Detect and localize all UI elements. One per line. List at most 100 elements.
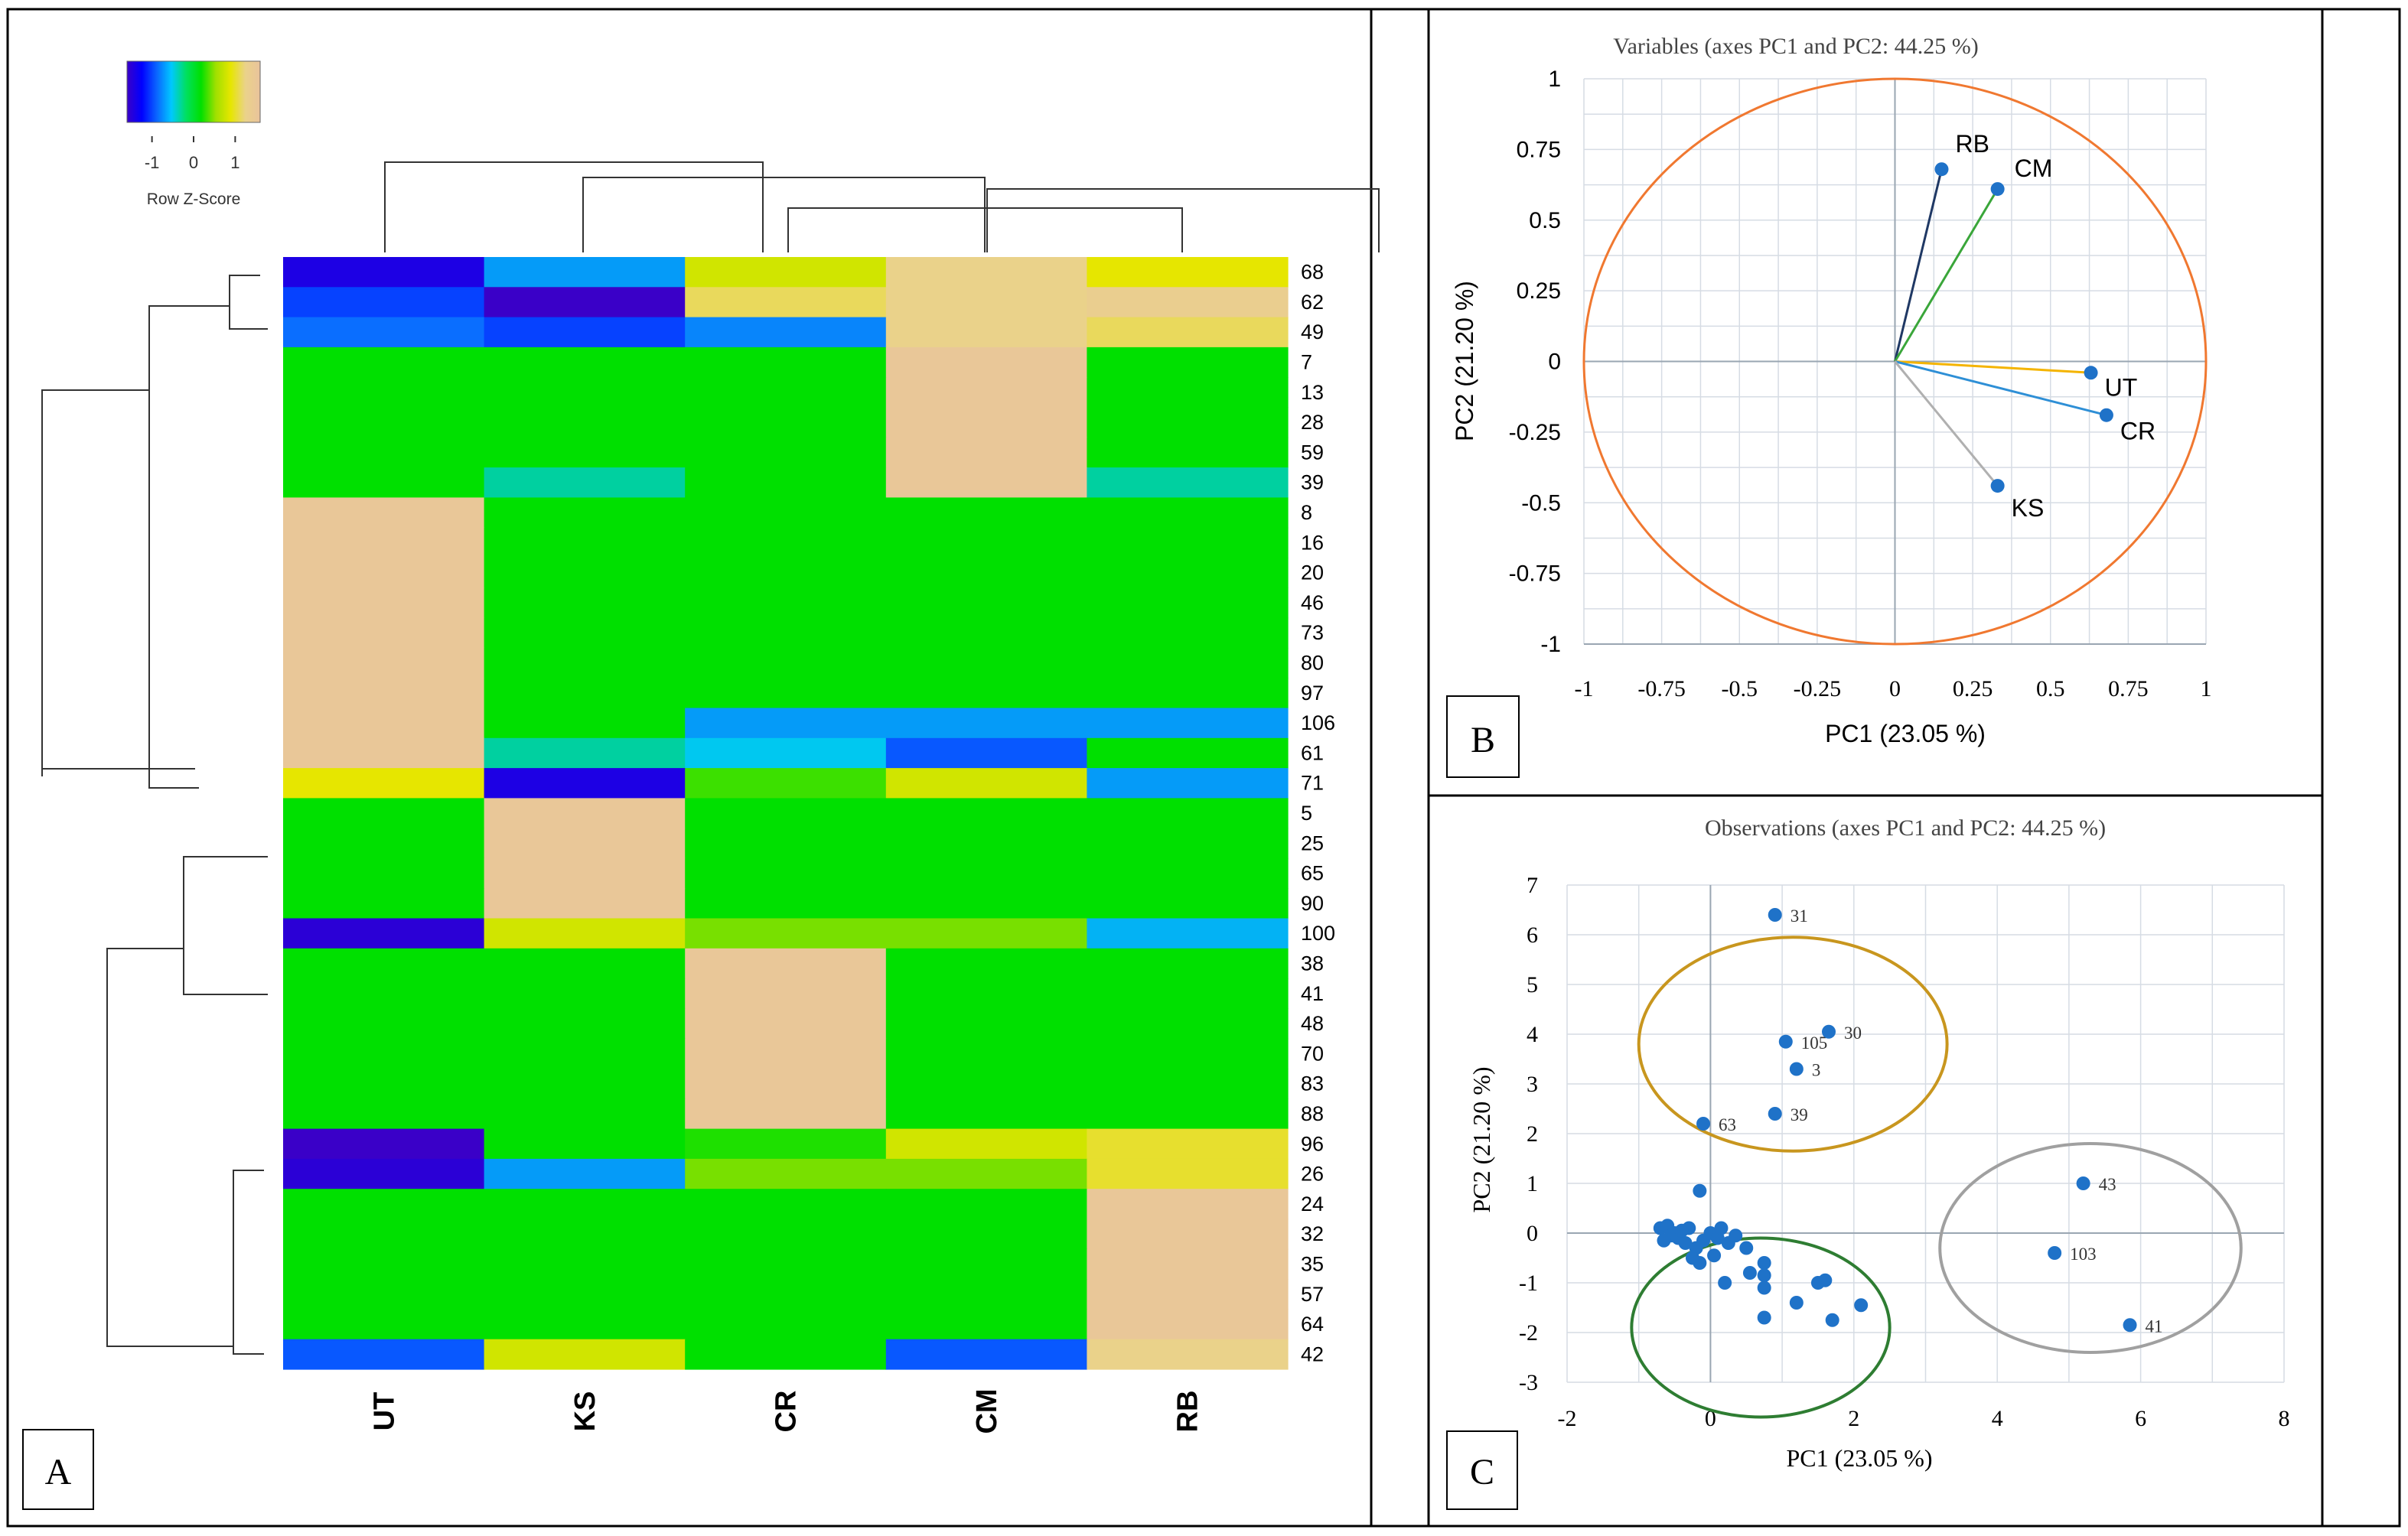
panel-label-c-text: C <box>1470 1452 1494 1492</box>
heatmap-cell <box>1087 347 1289 378</box>
heatmap-column-label: RB <box>1172 1391 1204 1433</box>
heatmap-cell <box>685 467 887 498</box>
heatmap-cell <box>685 1128 887 1160</box>
heatmap-column-label: UT <box>368 1392 400 1431</box>
heatmap-cell <box>1087 1008 1289 1040</box>
heatmap-cell <box>685 1158 887 1189</box>
heatmap-cell <box>1087 1279 1289 1310</box>
heatmap-cell <box>885 647 1087 679</box>
observation-label: 31 <box>1791 906 1808 926</box>
observation-point <box>2123 1318 2137 1333</box>
heatmap-row-label: 39 <box>1301 471 1324 494</box>
heatmap-cell <box>484 678 686 709</box>
group-circle-1 <box>1637 936 1949 1153</box>
heatmap-cell <box>484 347 686 378</box>
y-tick-label: 0.75 <box>1517 137 1561 162</box>
heatmap-cell <box>685 587 887 619</box>
heatmap-cell <box>484 1069 686 1099</box>
x-tick-label: -0.5 <box>1722 676 1758 701</box>
heatmap-cell <box>484 467 686 498</box>
heatmap-cell <box>283 647 485 679</box>
heatmap-cell <box>283 918 485 949</box>
heatmap-row-label: 97 <box>1301 682 1324 705</box>
heatmap-cell <box>885 257 1087 288</box>
x-tick-label: 0.5 <box>2036 676 2065 701</box>
heatmap-cell <box>685 768 887 799</box>
heatmap-row-label: 73 <box>1301 621 1324 644</box>
heatmap-cell <box>1087 1158 1289 1189</box>
heatmap-cell <box>1087 437 1289 468</box>
x-tick-label: 0 <box>1889 676 1901 701</box>
y-tick-label: 0 <box>1527 1221 1538 1246</box>
heatmap-cell <box>484 1008 686 1040</box>
heatmap-cell <box>283 768 485 799</box>
panel-label-c: C <box>1446 1430 1518 1510</box>
heatmap-cell <box>1087 467 1289 498</box>
heatmap-cell <box>484 617 686 649</box>
heatmap-cell <box>685 1189 887 1220</box>
heatmap-row-label: 61 <box>1301 741 1324 764</box>
heatmap-cell <box>885 558 1087 588</box>
heatmap-cell <box>885 497 1087 529</box>
heatmap-row-label: 13 <box>1301 381 1324 404</box>
heatmap-cell <box>885 1248 1087 1280</box>
heatmap-cell <box>484 377 686 408</box>
heatmap-row-label: 24 <box>1301 1193 1324 1215</box>
heatmap-row-label: 62 <box>1301 291 1324 314</box>
heatmap-row-label: 5 <box>1301 802 1312 825</box>
y-tick-label: -2 <box>1519 1320 1538 1346</box>
observation-point <box>1707 1248 1722 1263</box>
vector-ks <box>1894 360 1999 487</box>
heatmap-cell <box>685 1339 887 1370</box>
heatmap-column-label: CM <box>971 1388 1003 1433</box>
observation-point <box>1657 1233 1671 1248</box>
heatmap-cell <box>484 978 686 1009</box>
point-label-cm: CM <box>2015 155 2053 182</box>
observation-point <box>1854 1298 1869 1313</box>
heatmap-cell <box>1087 918 1289 949</box>
heatmap-cell <box>885 768 1087 799</box>
heatmap-cell <box>484 1279 686 1310</box>
heatmap-cell <box>885 888 1087 919</box>
observation-point <box>1768 1107 1782 1121</box>
heatmap-cell <box>283 497 485 529</box>
x-tick-label: 2 <box>1848 1406 1859 1431</box>
y-tick-label: -1 <box>1519 1271 1538 1296</box>
heatmap-row-label: 70 <box>1301 1042 1324 1065</box>
heatmap-cell <box>885 617 1087 649</box>
variables-chart-title: Variables (axes PC1 and PC2: 44.25 %) <box>1613 34 1978 59</box>
heatmap-column-label: KS <box>569 1391 601 1432</box>
heatmap-cell <box>484 1038 686 1069</box>
heatmap-cell <box>484 948 686 979</box>
heatmap-cell <box>283 1098 485 1130</box>
heatmap-cell <box>283 617 485 649</box>
heatmap-row-label: 96 <box>1301 1132 1324 1155</box>
observation-point <box>1778 1034 1793 1049</box>
heatmap-cell <box>685 317 887 348</box>
heatmap-cell <box>685 1248 887 1280</box>
heatmap-row-label: 57 <box>1301 1283 1324 1306</box>
heatmap-cell <box>484 287 686 318</box>
heatmap-cell <box>885 287 1087 318</box>
variables-ticks: -1 -0.75 -0.5 -0.25 0 0.25 0.5 0.75 1 1 0.75 0.5 0.2… <box>1509 67 2212 701</box>
heatmap-cell <box>1087 377 1289 408</box>
heatmap-row-label: 25 <box>1301 831 1324 854</box>
heatmap-panel: -1 0 1 Row Z-Score 68 62 49 7 13 28 59 39 8 16 20 46 7… <box>41 60 1380 1434</box>
observation-point <box>1768 908 1782 922</box>
heatmap-row-label: 71 <box>1301 772 1324 795</box>
heatmap-row-label: 106 <box>1301 711 1335 734</box>
heatmap-cell <box>484 527 686 558</box>
heatmap-cell <box>484 918 686 949</box>
heatmap-cell <box>283 798 485 829</box>
y-tick-label: 0.5 <box>1529 208 1561 233</box>
heatmap-cell <box>885 1279 1087 1310</box>
y-tick-label: 5 <box>1527 972 1538 997</box>
heatmap-cell <box>1087 798 1289 829</box>
x-tick-label: -0.25 <box>1794 676 1842 701</box>
heatmap-cell <box>1087 527 1289 558</box>
variables-marks: RB CM UT CR KS <box>1582 77 2208 646</box>
panel-frames <box>6 8 2401 1528</box>
heatmap-cell <box>283 1248 485 1280</box>
heatmap-cell <box>685 948 887 979</box>
